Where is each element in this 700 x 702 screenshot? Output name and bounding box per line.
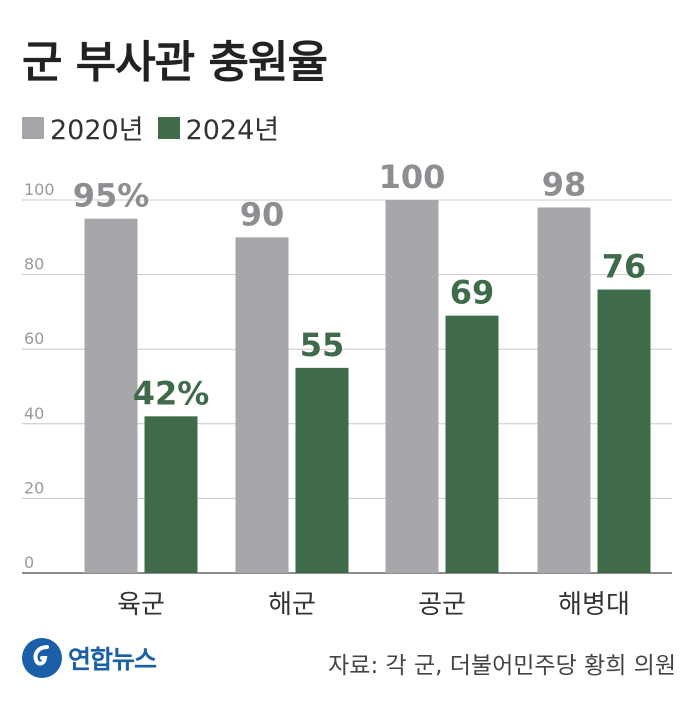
legend-label-2020: 2020년	[50, 115, 144, 146]
legend-swatch-2020	[22, 116, 44, 139]
legend: 2020년 2024년	[22, 108, 293, 147]
bars	[84, 200, 651, 574]
bar-value-label: 55	[300, 326, 345, 364]
yonhap-logo-icon	[22, 638, 62, 678]
yonhap-logo: 연합뉴스	[22, 638, 157, 678]
legend-item-2020: 2020년	[22, 108, 144, 147]
y-tick-label: 100	[24, 180, 55, 199]
source-note: 자료: 각 군, 더불어민주당 황희 의원	[328, 653, 676, 679]
bar-value-label: 90	[240, 195, 285, 233]
bar-2020년-해군	[235, 237, 289, 574]
category-label: 해군	[268, 590, 316, 620]
bar-value-label: 95%	[73, 177, 150, 215]
category-label: 육군	[117, 590, 165, 620]
bar-2024년-공군	[445, 315, 499, 573]
bar-value-labels: 95% 42% 90 55 100 69 98 76	[73, 158, 647, 412]
bar-value-label: 100	[379, 158, 446, 196]
bar-2024년-육군	[144, 416, 198, 573]
chart-title: 군 부사관 충원율	[22, 37, 328, 88]
category-labels: 육군 해군 공군 해병대	[117, 590, 630, 620]
bar-value-label: 76	[602, 248, 647, 286]
legend-swatch-2024	[157, 116, 180, 139]
y-tick-label: 60	[24, 329, 44, 348]
bar-chart: 0 20 40 60 80 100 95% 42% 90 55 100 69 98 76 육군 해군 공군 해…	[22, 158, 672, 620]
y-tick-label: 40	[24, 404, 44, 423]
bar-2024년-해군	[295, 367, 349, 573]
yonhap-logo-text: 연합뉴스	[68, 645, 157, 674]
bar-2020년-해병대	[537, 207, 591, 573]
bar-value-label: 42%	[133, 374, 210, 412]
y-tick-label: 80	[24, 255, 44, 274]
category-label: 공군	[418, 590, 466, 620]
category-label: 해병대	[558, 590, 630, 620]
legend-label-2024: 2024년	[185, 115, 280, 146]
bar-value-label: 98	[542, 165, 587, 203]
bar-2024년-해병대	[597, 289, 651, 573]
legend-item-2024: 2024년	[157, 108, 280, 147]
bar-2020년-육군	[84, 218, 138, 573]
y-tick-label: 0	[24, 553, 34, 572]
bar-value-label: 69	[450, 274, 495, 312]
bar-2020년-공군	[385, 200, 439, 573]
y-tick-label: 20	[24, 478, 44, 497]
